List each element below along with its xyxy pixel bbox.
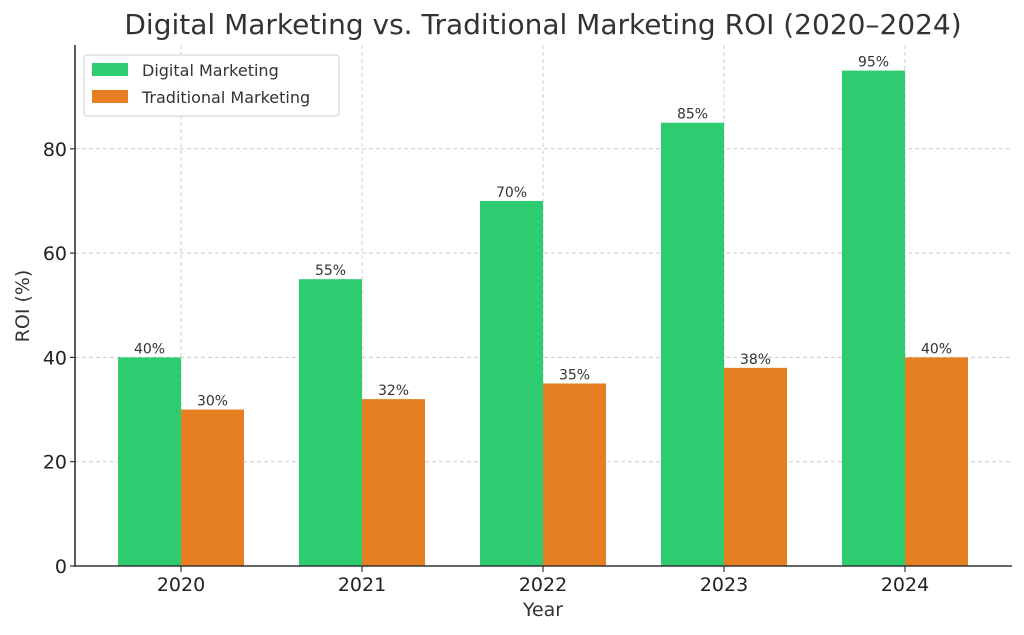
- x-tick-label: 2021: [338, 574, 386, 596]
- y-axis-label: ROI (%): [12, 270, 34, 343]
- y-tick-label: 0: [55, 556, 67, 578]
- data-label: 38%: [740, 352, 771, 368]
- x-tick-label: 2024: [881, 574, 929, 596]
- x-axis-label: Year: [522, 599, 563, 621]
- y-ticks: 0 20 40 60 80: [43, 139, 75, 578]
- y-tick-label: 20: [43, 452, 67, 474]
- legend-swatch-traditional: [92, 90, 128, 103]
- x-tick-label: 2023: [700, 574, 748, 596]
- bar-digital-2022: [480, 200, 543, 566]
- bar-digital-2020: [118, 357, 181, 566]
- bar-digital-2021: [299, 279, 362, 566]
- data-label: 55%: [315, 263, 346, 279]
- bar-traditional-2023: [724, 367, 787, 566]
- data-label: 30%: [197, 394, 228, 410]
- bar-digital-2024: [842, 70, 905, 566]
- bar-traditional-2022: [543, 383, 606, 566]
- bars: [118, 70, 968, 566]
- bar-traditional-2024: [905, 357, 968, 566]
- x-ticks: 2020 2021 2022 2023 2024: [157, 566, 929, 596]
- x-tick-label: 2022: [519, 574, 567, 596]
- y-tick-label: 60: [43, 243, 67, 265]
- bar-traditional-2021: [362, 399, 425, 566]
- chart-title: Digital Marketing vs. Traditional Market…: [124, 8, 961, 41]
- data-labels: 40% 55% 70% 85% 95% 30% 32% 35% 38% 40%: [134, 55, 952, 410]
- legend-swatch-digital: [92, 63, 128, 76]
- legend: Digital Marketing Traditional Marketing: [83, 54, 340, 117]
- data-label: 40%: [921, 341, 952, 357]
- x-tick-label: 2020: [157, 574, 205, 596]
- data-label: 95%: [858, 55, 889, 71]
- data-label: 70%: [496, 185, 527, 201]
- bar-digital-2023: [661, 122, 724, 566]
- legend-label-digital: Digital Marketing: [142, 61, 279, 80]
- data-label: 40%: [134, 341, 165, 357]
- y-tick-label: 40: [43, 347, 67, 369]
- legend-label-traditional: Traditional Marketing: [141, 88, 310, 107]
- y-tick-label: 80: [43, 139, 67, 161]
- bar-traditional-2020: [181, 409, 244, 566]
- data-label: 35%: [559, 367, 590, 383]
- legend-box: [83, 54, 340, 117]
- data-label: 85%: [677, 107, 708, 123]
- data-label: 32%: [378, 383, 409, 399]
